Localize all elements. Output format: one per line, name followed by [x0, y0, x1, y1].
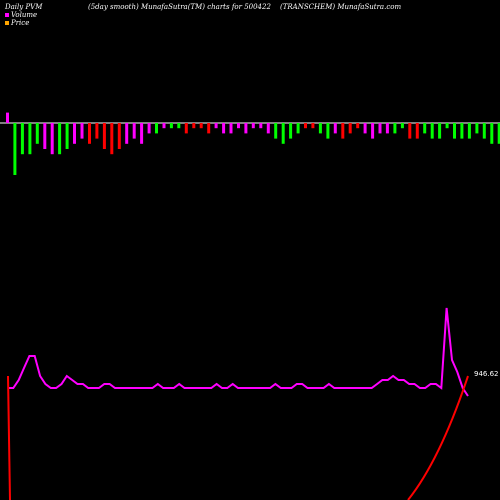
volume-bar [199, 123, 203, 129]
volume-bar [289, 123, 293, 139]
volume-bar [311, 123, 315, 129]
volume-bar [415, 123, 419, 139]
legend-price: Price [5, 19, 29, 27]
price-line [8, 307, 469, 397]
volume-bar [155, 123, 158, 134]
volume-bar [177, 123, 181, 129]
volume-bar [28, 123, 32, 155]
volume-bar [453, 123, 456, 139]
legend-volume-swatch [5, 13, 9, 17]
red-line-right [407, 375, 469, 500]
volume-bar [222, 123, 226, 134]
volume-bar [80, 123, 84, 139]
volume-bar [393, 123, 397, 134]
volume-bar [490, 123, 494, 144]
volume-bar [445, 123, 449, 129]
volume-bar [438, 123, 442, 139]
volume-bar [475, 123, 479, 134]
volume-bar [251, 123, 255, 129]
volume-bar [13, 123, 17, 175]
volume-bar [214, 123, 218, 129]
volume-bar [184, 123, 188, 134]
volume-bar [229, 123, 233, 134]
volume-bar [467, 123, 471, 139]
volume-bar [318, 123, 322, 134]
volume-bar [65, 123, 69, 149]
volume-bar [102, 123, 106, 149]
volume-bar [207, 123, 211, 134]
volume-bar [58, 123, 62, 155]
volume-bar [110, 123, 114, 155]
volume-bar [147, 123, 151, 134]
volume-bar [88, 123, 91, 144]
volume-bar [6, 112, 9, 123]
legend-volume: Volume [5, 11, 37, 19]
volume-bar [274, 123, 278, 139]
volume-bar [296, 123, 300, 134]
volume-bar [408, 123, 412, 139]
volume-bar [43, 123, 47, 149]
legend-price-swatch [5, 21, 9, 25]
volume-bar [348, 123, 352, 134]
volume-bar [341, 123, 345, 139]
volume-bar [497, 123, 500, 144]
volume-bar [50, 123, 54, 155]
volume-bar [356, 123, 360, 129]
volume-bar [95, 123, 99, 139]
volume-bar [326, 123, 330, 139]
volume-bar [259, 123, 263, 129]
volume-bar [20, 123, 24, 155]
volume-bar [430, 123, 434, 139]
chart-title-right: (TRANSCHEM) MunafaSutra.com [280, 3, 402, 11]
volume-bar [385, 123, 389, 134]
volume-bar [266, 123, 270, 134]
volume-bar [482, 123, 486, 139]
volume-bar [244, 123, 248, 134]
volume-bar [169, 123, 173, 129]
volume-bar [132, 123, 136, 139]
red-line-left [7, 375, 11, 500]
chart-title-left: Daily PVM [5, 3, 43, 11]
volume-bar [423, 123, 427, 134]
volume-bar [400, 123, 404, 129]
volume-bar [333, 123, 337, 134]
volume-bar [237, 123, 240, 129]
volume-bar [363, 123, 367, 134]
volume-bar [460, 123, 464, 139]
chart-title-center: (5day smooth) MunafaSutra(TM) charts for… [88, 3, 271, 11]
volume-bar [73, 123, 76, 144]
volume-bar [371, 123, 375, 139]
volume-bar [35, 123, 39, 144]
volume-bar [281, 123, 285, 144]
legend-price-label: Price [11, 19, 30, 27]
volume-bar [125, 123, 129, 144]
volume-bar [140, 123, 144, 144]
price-label: 946.62 [474, 370, 499, 378]
legend-volume-label: Volume [11, 11, 38, 19]
volume-bar [378, 123, 382, 134]
volume-bar [162, 123, 166, 129]
volume-bar [304, 123, 307, 129]
volume-bar [192, 123, 196, 129]
volume-bar [117, 123, 121, 149]
